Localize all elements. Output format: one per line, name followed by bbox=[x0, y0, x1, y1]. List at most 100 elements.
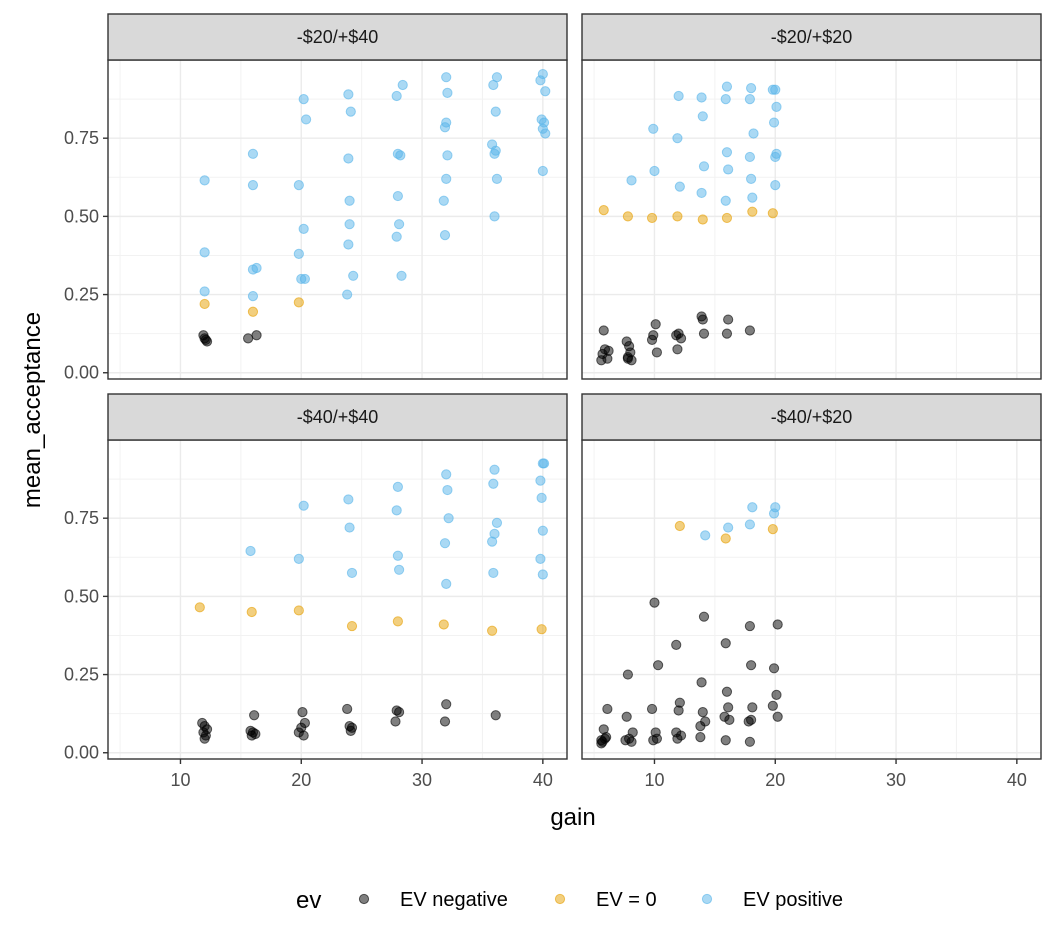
data-point bbox=[721, 81, 733, 92]
data-point bbox=[293, 179, 304, 191]
data-point bbox=[674, 181, 685, 192]
data-point bbox=[671, 639, 682, 650]
data-point bbox=[721, 328, 733, 339]
data-point bbox=[768, 663, 780, 674]
data-point bbox=[622, 211, 634, 222]
data-point bbox=[696, 92, 707, 103]
data-point bbox=[651, 347, 662, 358]
x-tick-label: 40 bbox=[1007, 770, 1027, 790]
data-point bbox=[746, 173, 757, 184]
facet-strip-label: -$40/+$40 bbox=[297, 407, 379, 427]
data-point bbox=[342, 703, 353, 715]
facet-strip bbox=[107, 13, 568, 61]
facet-panel: -$20/+$20 bbox=[581, 13, 1042, 380]
data-point bbox=[441, 469, 452, 480]
data-point bbox=[646, 334, 658, 346]
data-point bbox=[392, 616, 403, 627]
data-point bbox=[441, 578, 452, 589]
data-point bbox=[601, 732, 612, 743]
data-point bbox=[675, 730, 687, 741]
legend-key bbox=[358, 893, 370, 905]
facet-strip bbox=[581, 393, 1042, 441]
data-point bbox=[391, 231, 402, 242]
data-point bbox=[298, 223, 309, 234]
x-tick-label: 20 bbox=[765, 770, 785, 790]
data-point bbox=[293, 248, 304, 260]
data-point bbox=[298, 500, 309, 511]
legend-label: EV = 0 bbox=[596, 889, 657, 911]
y-tick-label: 0.25 bbox=[64, 285, 99, 305]
data-point bbox=[624, 341, 635, 352]
data-point bbox=[649, 165, 660, 177]
data-point bbox=[243, 333, 254, 344]
data-point bbox=[673, 90, 684, 102]
data-point bbox=[673, 328, 684, 339]
data-point bbox=[247, 148, 259, 159]
x-tick-label: 30 bbox=[886, 770, 906, 790]
data-point bbox=[397, 79, 408, 91]
data-point bbox=[537, 569, 548, 580]
data-point bbox=[744, 519, 755, 530]
data-point bbox=[251, 262, 262, 274]
data-point bbox=[392, 550, 403, 561]
data-point bbox=[299, 273, 310, 285]
data-point bbox=[199, 247, 210, 258]
data-point bbox=[199, 286, 210, 297]
data-point bbox=[744, 736, 755, 747]
data-point bbox=[721, 686, 733, 697]
data-point bbox=[652, 660, 664, 671]
legend-label: EV negative bbox=[400, 889, 508, 911]
data-point bbox=[343, 153, 354, 164]
facet-strip bbox=[107, 393, 568, 441]
data-point bbox=[747, 502, 758, 513]
data-point bbox=[768, 117, 780, 128]
data-point bbox=[342, 289, 353, 300]
facet-panel: -$40/+$40 bbox=[107, 393, 568, 760]
data-point bbox=[744, 325, 755, 336]
data-point bbox=[442, 87, 453, 98]
data-point bbox=[747, 192, 758, 203]
x-tick-label: 10 bbox=[170, 770, 190, 790]
data-point bbox=[490, 106, 501, 117]
facet-strip-label: -$40/+$20 bbox=[771, 407, 853, 427]
x-tick-label: 40 bbox=[533, 770, 553, 790]
data-point bbox=[673, 705, 684, 716]
data-point bbox=[442, 150, 453, 161]
data-point bbox=[491, 517, 503, 528]
data-point bbox=[391, 505, 402, 516]
panels-layer: -$20/+$40 -$20/+$20 -$40/+$40 -$40/+$20 bbox=[107, 13, 1042, 760]
facet-strip-label: -$20/+$40 bbox=[297, 27, 379, 47]
data-point bbox=[535, 475, 546, 486]
legend-label: EV positive bbox=[743, 889, 843, 911]
data-point bbox=[723, 702, 734, 713]
data-point bbox=[293, 605, 304, 616]
data-point bbox=[651, 733, 662, 744]
data-point bbox=[442, 484, 453, 496]
data-point bbox=[194, 602, 205, 613]
data-point bbox=[443, 513, 454, 524]
data-point bbox=[345, 106, 356, 117]
data-point bbox=[696, 187, 707, 199]
data-point bbox=[747, 206, 758, 217]
data-point bbox=[700, 716, 711, 727]
data-point bbox=[487, 625, 498, 636]
data-point bbox=[695, 732, 706, 743]
y-tick-label: 0.00 bbox=[64, 743, 99, 763]
data-point bbox=[488, 567, 499, 579]
data-point bbox=[391, 90, 402, 102]
data-point bbox=[293, 553, 304, 564]
data-point bbox=[720, 533, 731, 544]
data-point bbox=[697, 314, 708, 325]
data-point bbox=[246, 730, 257, 741]
data-point bbox=[441, 72, 452, 83]
data-point bbox=[200, 334, 211, 346]
data-point bbox=[199, 175, 210, 186]
data-point bbox=[768, 508, 780, 519]
data-point bbox=[540, 86, 551, 97]
data-point bbox=[767, 208, 778, 219]
y-tick-label: 0.50 bbox=[64, 586, 99, 606]
data-point bbox=[245, 545, 256, 557]
data-point bbox=[348, 270, 359, 281]
y-tick-label: 0.75 bbox=[64, 128, 99, 148]
data-point bbox=[622, 669, 634, 680]
